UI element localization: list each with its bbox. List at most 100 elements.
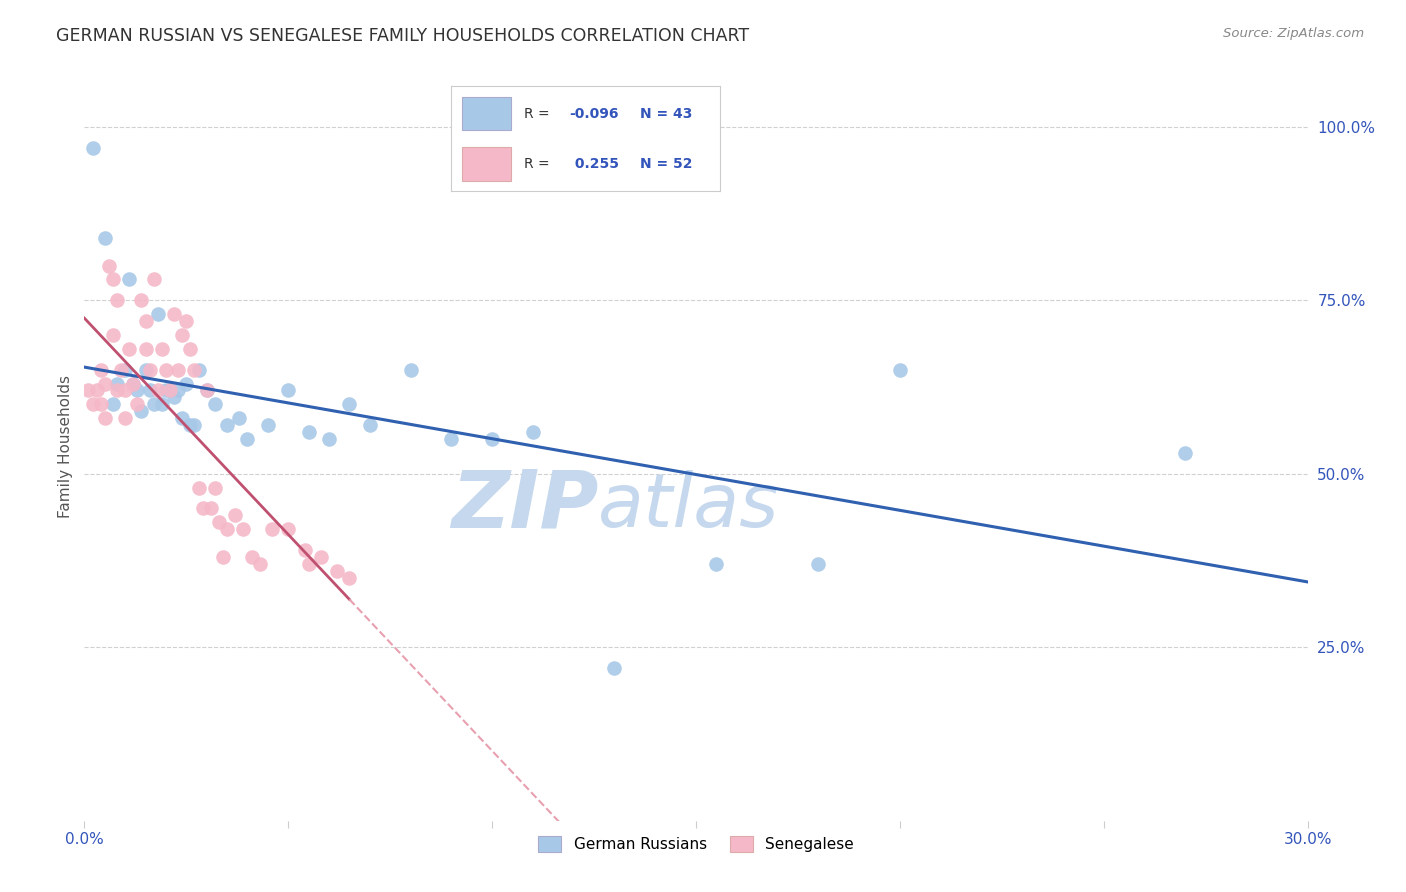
Point: [807, 557, 830, 571]
Point: [1174, 446, 1197, 460]
Point: [150, 342, 173, 356]
Point: [90, 362, 112, 376]
Point: [179, 418, 201, 433]
Point: [298, 557, 321, 571]
Point: [298, 425, 321, 439]
Point: [208, 516, 231, 530]
Point: [167, 384, 190, 398]
Point: [195, 384, 218, 398]
Point: [142, 272, 165, 286]
Text: atlas: atlas: [598, 470, 779, 542]
Point: [339, 571, 361, 585]
Point: [167, 362, 190, 376]
Point: [110, 362, 132, 376]
Point: [481, 432, 503, 446]
Point: [359, 418, 381, 433]
Point: [82, 141, 104, 155]
Point: [277, 522, 299, 536]
Point: [706, 557, 728, 571]
Point: [118, 272, 141, 286]
Point: [318, 432, 340, 446]
Point: [155, 384, 177, 398]
Point: [179, 342, 201, 356]
Point: [339, 397, 361, 411]
Point: [101, 328, 124, 343]
Point: [224, 508, 246, 523]
Point: [155, 362, 177, 376]
Point: [131, 404, 153, 418]
Point: [159, 384, 181, 398]
Point: [131, 293, 153, 308]
Point: [294, 543, 316, 558]
Point: [204, 481, 226, 495]
Point: [399, 362, 422, 376]
Point: [277, 384, 299, 398]
Point: [118, 342, 141, 356]
Point: [217, 418, 239, 433]
Point: [86, 384, 108, 398]
Point: [232, 522, 254, 536]
Point: [236, 432, 259, 446]
Point: [174, 376, 197, 391]
Text: Source: ZipAtlas.com: Source: ZipAtlas.com: [1223, 27, 1364, 40]
Point: [212, 549, 235, 564]
Point: [146, 384, 169, 398]
Point: [101, 272, 124, 286]
Point: [93, 411, 115, 425]
Point: [309, 549, 332, 564]
Point: [135, 362, 157, 376]
Point: [172, 328, 194, 343]
Point: [105, 376, 128, 391]
Point: [200, 501, 222, 516]
Point: [93, 376, 115, 391]
Point: [204, 397, 226, 411]
Point: [522, 425, 544, 439]
Point: [105, 293, 128, 308]
Point: [163, 391, 186, 405]
Point: [135, 314, 157, 328]
Y-axis label: Family Households: Family Households: [58, 375, 73, 517]
Point: [122, 376, 145, 391]
Point: [127, 397, 149, 411]
Point: [138, 384, 160, 398]
Point: [114, 411, 136, 425]
Point: [172, 411, 194, 425]
Text: ZIP: ZIP: [451, 467, 598, 545]
Point: [249, 557, 271, 571]
Point: [146, 307, 169, 321]
Legend: German Russians, Senegalese: German Russians, Senegalese: [533, 830, 859, 858]
Point: [183, 362, 205, 376]
Point: [150, 397, 173, 411]
Point: [122, 376, 145, 391]
Point: [440, 432, 463, 446]
Point: [138, 362, 160, 376]
Point: [105, 384, 128, 398]
Point: [217, 522, 239, 536]
Point: [135, 342, 157, 356]
Point: [187, 481, 209, 495]
Point: [889, 362, 911, 376]
Point: [191, 501, 214, 516]
Point: [90, 397, 112, 411]
Point: [127, 384, 149, 398]
Point: [97, 259, 120, 273]
Text: GERMAN RUSSIAN VS SENEGALESE FAMILY HOUSEHOLDS CORRELATION CHART: GERMAN RUSSIAN VS SENEGALESE FAMILY HOUS…: [56, 27, 749, 45]
Point: [114, 384, 136, 398]
Point: [187, 362, 209, 376]
Point: [228, 411, 250, 425]
Point: [174, 314, 197, 328]
Point: [77, 384, 100, 398]
Point: [603, 661, 626, 675]
Point: [240, 549, 263, 564]
Point: [257, 418, 280, 433]
Point: [195, 384, 218, 398]
Point: [159, 384, 181, 398]
Point: [114, 362, 136, 376]
Point: [142, 397, 165, 411]
Point: [326, 564, 349, 578]
Point: [260, 522, 283, 536]
Point: [163, 307, 186, 321]
Point: [101, 397, 124, 411]
Point: [93, 231, 115, 245]
Point: [183, 418, 205, 433]
